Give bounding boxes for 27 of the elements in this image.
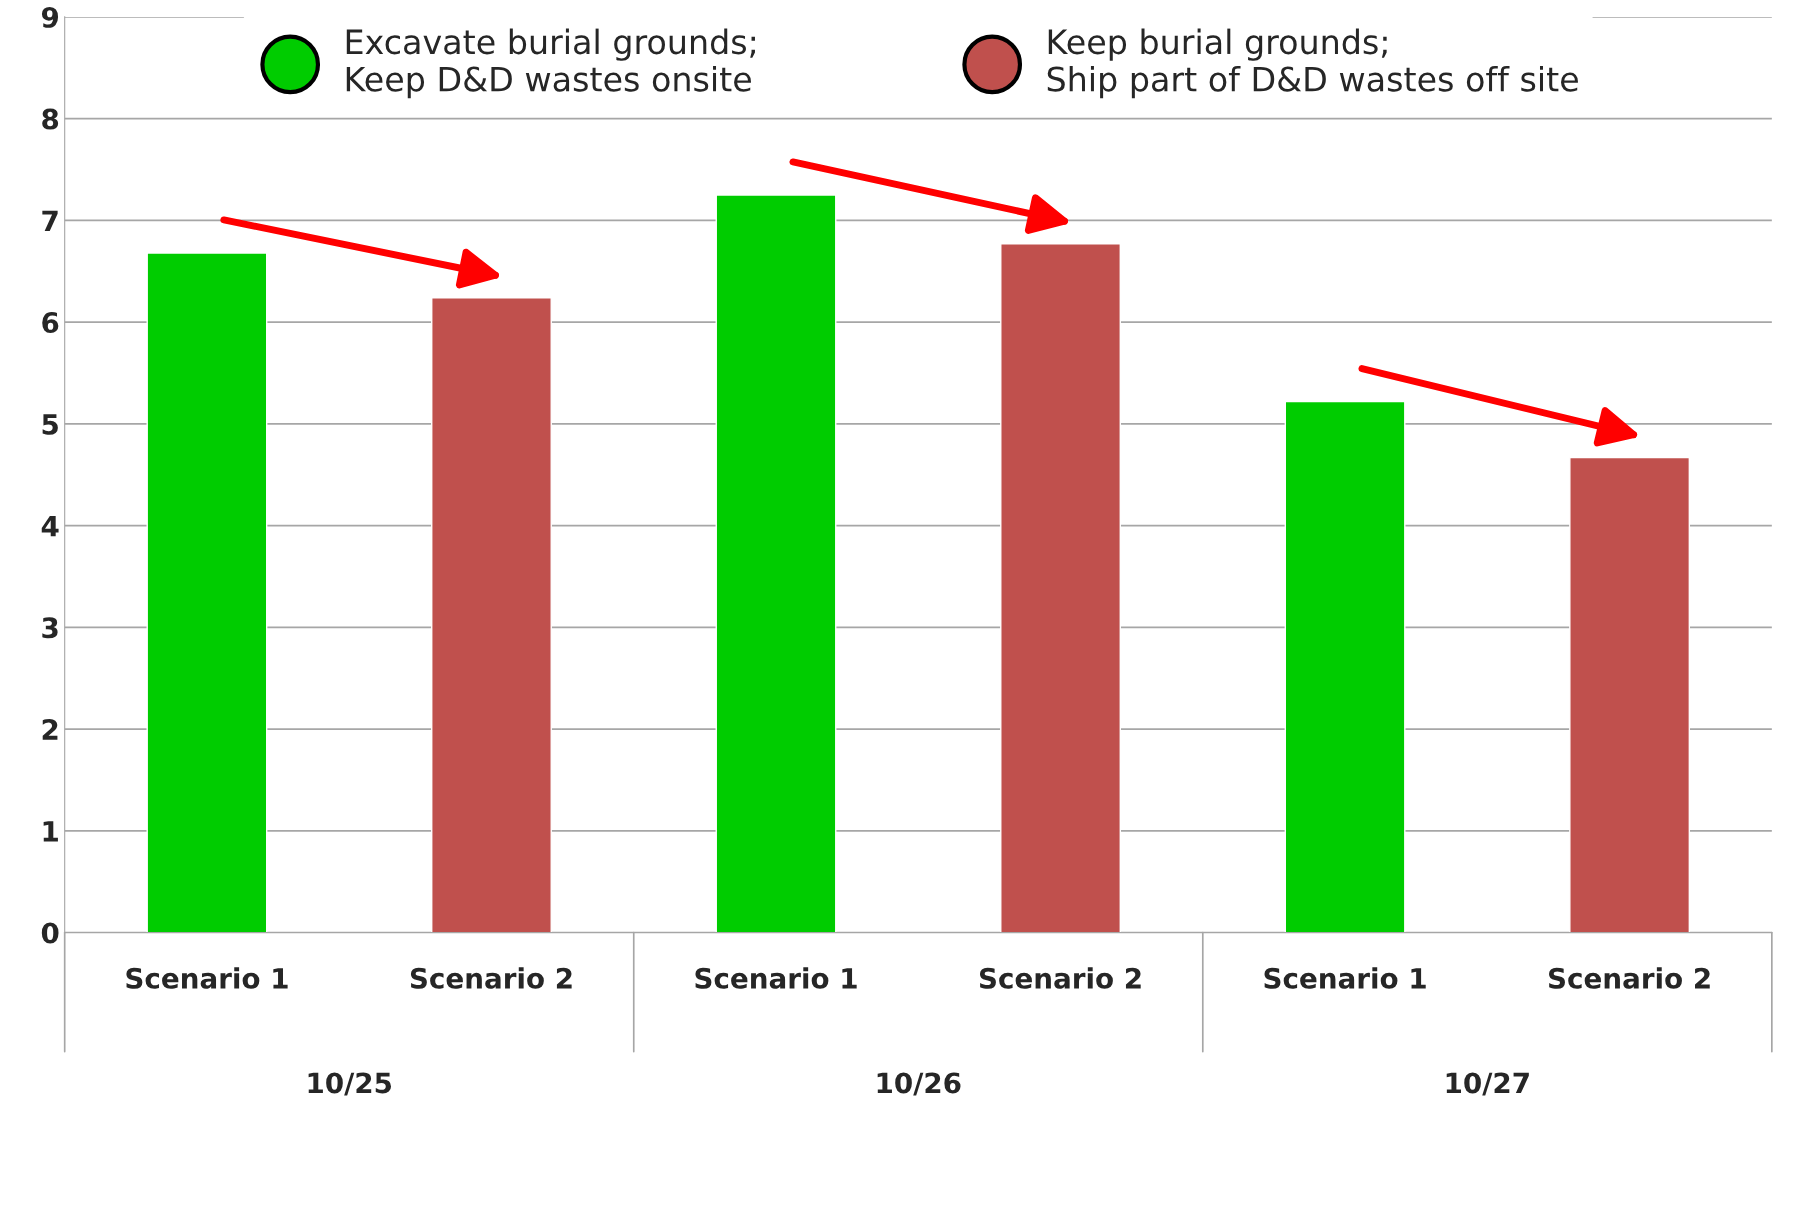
x-tick-label: Scenario 1: [1264, 967, 1426, 989]
text: 10/27: [1446, 1072, 1529, 1096]
legend-label: Excavate burial grounds; Keep D&D wastes onsite: [346, 28, 755, 99]
y-tick-label: 8: [42, 108, 59, 130]
y-tick-label: 9: [41, 6, 59, 28]
x-tick-label: Scenario 2: [1549, 967, 1710, 989]
y-tick-label: 0: [41, 922, 59, 944]
bar: [715, 194, 837, 933]
bar: [431, 297, 552, 933]
y-tick-label: 5: [42, 414, 58, 435]
bar: [146, 252, 268, 933]
bar: [1000, 243, 1121, 933]
x-tick-label: Scenario 1: [126, 967, 288, 989]
x-tick-label: Scenario 1: [695, 967, 857, 989]
y-tick-label: 1: [43, 821, 58, 842]
x-tick-label: Scenario 2: [979, 967, 1141, 989]
text: 10/25: [308, 1072, 391, 1096]
y-tick-label: 2: [42, 719, 58, 740]
bar: [1569, 456, 1691, 933]
y-tick-label: 3: [42, 617, 58, 639]
bar: [1284, 400, 1406, 933]
text: 10/26: [877, 1072, 961, 1096]
y-tick-label: 4: [41, 515, 59, 537]
y-tick-label: 7: [42, 210, 58, 231]
legend-label: Keep burial grounds; Ship part of D&D wastes off site: [1047, 28, 1578, 99]
x-tick-label: Scenario 2: [410, 967, 572, 989]
y-tick-label: 6: [42, 312, 59, 334]
